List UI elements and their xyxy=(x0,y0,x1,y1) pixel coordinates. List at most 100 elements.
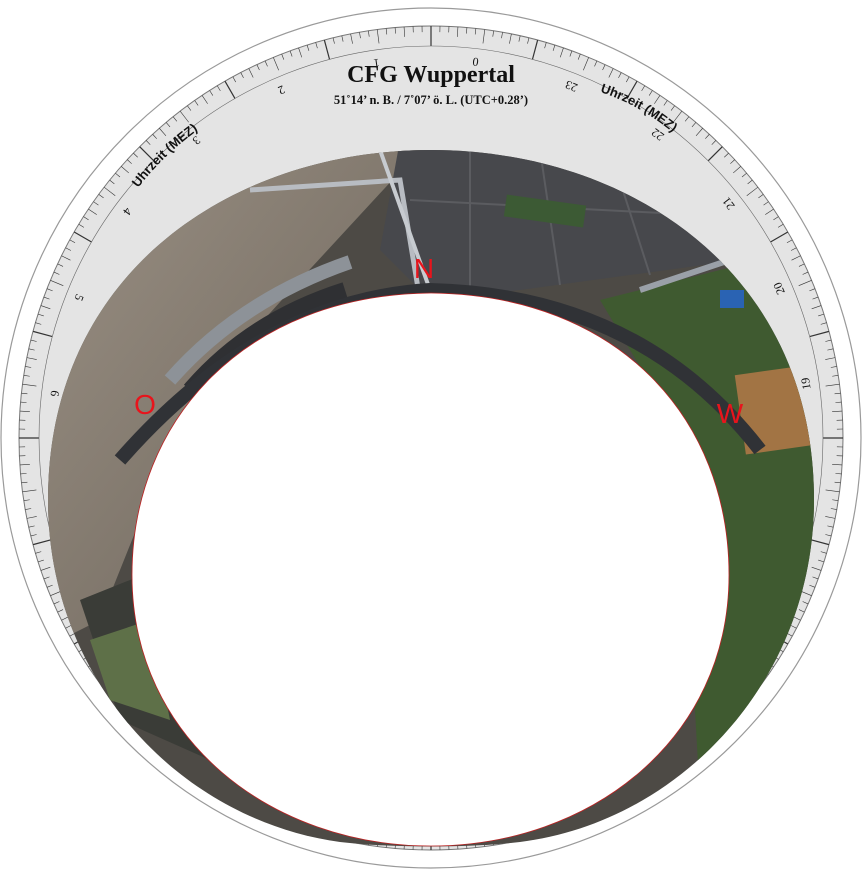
tick-mark xyxy=(26,357,37,360)
tick-mark xyxy=(69,239,76,243)
tick-mark xyxy=(707,146,723,162)
hour-label: 0 xyxy=(472,55,480,70)
tick-mark xyxy=(763,201,769,206)
tick-mark xyxy=(22,489,37,493)
tick-mark xyxy=(791,255,801,261)
tick-mark xyxy=(602,64,606,71)
tick-mark xyxy=(30,534,37,537)
tick-mark xyxy=(695,128,703,136)
tick-mark xyxy=(73,231,92,243)
tick-mark xyxy=(46,288,53,292)
tick-mark xyxy=(28,525,35,528)
tick-mark xyxy=(115,172,121,178)
tick-mark xyxy=(37,559,44,563)
tick-mark xyxy=(559,47,564,58)
tick-mark xyxy=(43,296,50,300)
tick-mark xyxy=(786,633,793,637)
tick-mark xyxy=(747,179,753,185)
tick-mark xyxy=(835,401,842,403)
tick-mark xyxy=(825,383,840,387)
tick-mark xyxy=(711,140,717,145)
tick-mark xyxy=(21,481,28,484)
tick-mark xyxy=(746,186,759,196)
tick-mark xyxy=(298,47,303,58)
tick-mark xyxy=(26,516,37,519)
tick-mark xyxy=(152,134,157,139)
tick-mark xyxy=(19,463,30,466)
tick-mark xyxy=(217,85,221,92)
tick-mark xyxy=(626,76,630,83)
tick-mark xyxy=(773,216,779,221)
tick-mark xyxy=(825,534,832,537)
tick-mark xyxy=(670,105,675,111)
tick-mark xyxy=(19,410,30,413)
tick-mark xyxy=(825,339,832,342)
tick-mark xyxy=(20,473,27,475)
tick-mark xyxy=(103,186,116,196)
tick-mark xyxy=(127,159,132,164)
tick-mark xyxy=(835,473,842,475)
tick-mark xyxy=(32,330,53,338)
tick-mark xyxy=(825,357,836,360)
hour-label: 5 xyxy=(72,292,87,303)
tick-mark xyxy=(798,280,812,286)
tick-mark xyxy=(809,330,830,338)
tick-mark xyxy=(654,95,661,104)
hour-label: 1 xyxy=(373,56,381,71)
tick-mark xyxy=(827,348,834,351)
tick-mark xyxy=(264,60,268,67)
tick-mark xyxy=(165,122,171,128)
tick-mark xyxy=(30,339,37,342)
tick-mark xyxy=(684,116,690,122)
tick-mark xyxy=(194,100,199,106)
tick-mark xyxy=(32,538,53,546)
tick-mark xyxy=(825,489,840,493)
tick-mark xyxy=(201,95,208,104)
tick-mark xyxy=(368,30,370,37)
hour-label: 23 xyxy=(563,77,579,94)
tick-mark xyxy=(22,383,37,387)
location-subtitle: 51˚14’ n. B. / 7˚07’ ö. L. (UTC+0.28’) xyxy=(334,93,528,107)
tick-mark xyxy=(46,584,53,588)
tick-mark xyxy=(61,255,71,261)
tick-mark xyxy=(594,60,598,67)
page-title: CFG Wuppertal xyxy=(347,62,515,88)
tick-mark xyxy=(809,538,830,546)
tick-mark xyxy=(23,499,30,501)
tick-mark xyxy=(341,35,344,42)
tick-mark xyxy=(35,322,42,325)
tick-mark xyxy=(663,100,668,106)
direction-north: N xyxy=(414,253,434,284)
tick-mark xyxy=(583,57,589,71)
tick-mark xyxy=(527,37,530,44)
tick-mark xyxy=(798,263,805,267)
tick-mark xyxy=(509,33,512,44)
tick-mark xyxy=(133,152,138,158)
tick-mark xyxy=(832,499,839,501)
tick-mark xyxy=(179,110,189,123)
tick-mark xyxy=(25,508,32,510)
tick-mark xyxy=(273,57,279,71)
tick-mark xyxy=(820,551,827,554)
tick-mark xyxy=(315,42,318,49)
tick-mark xyxy=(332,37,335,44)
tick-mark xyxy=(98,194,104,199)
tick-mark xyxy=(50,280,64,286)
tick-mark xyxy=(78,224,85,228)
tick-mark xyxy=(648,90,653,96)
tick-mark xyxy=(569,50,573,57)
tick-mark xyxy=(466,27,468,34)
tick-mark xyxy=(37,313,44,317)
tick-mark xyxy=(43,576,50,580)
sky-area xyxy=(131,292,730,847)
tick-mark xyxy=(35,551,42,554)
tick-mark xyxy=(758,194,764,199)
tick-mark xyxy=(456,26,459,37)
tick-mark xyxy=(232,76,236,83)
tick-mark xyxy=(812,576,819,580)
tick-mark xyxy=(544,42,547,49)
tick-mark xyxy=(323,39,331,60)
tick-mark xyxy=(376,29,380,44)
tick-mark xyxy=(790,247,797,251)
